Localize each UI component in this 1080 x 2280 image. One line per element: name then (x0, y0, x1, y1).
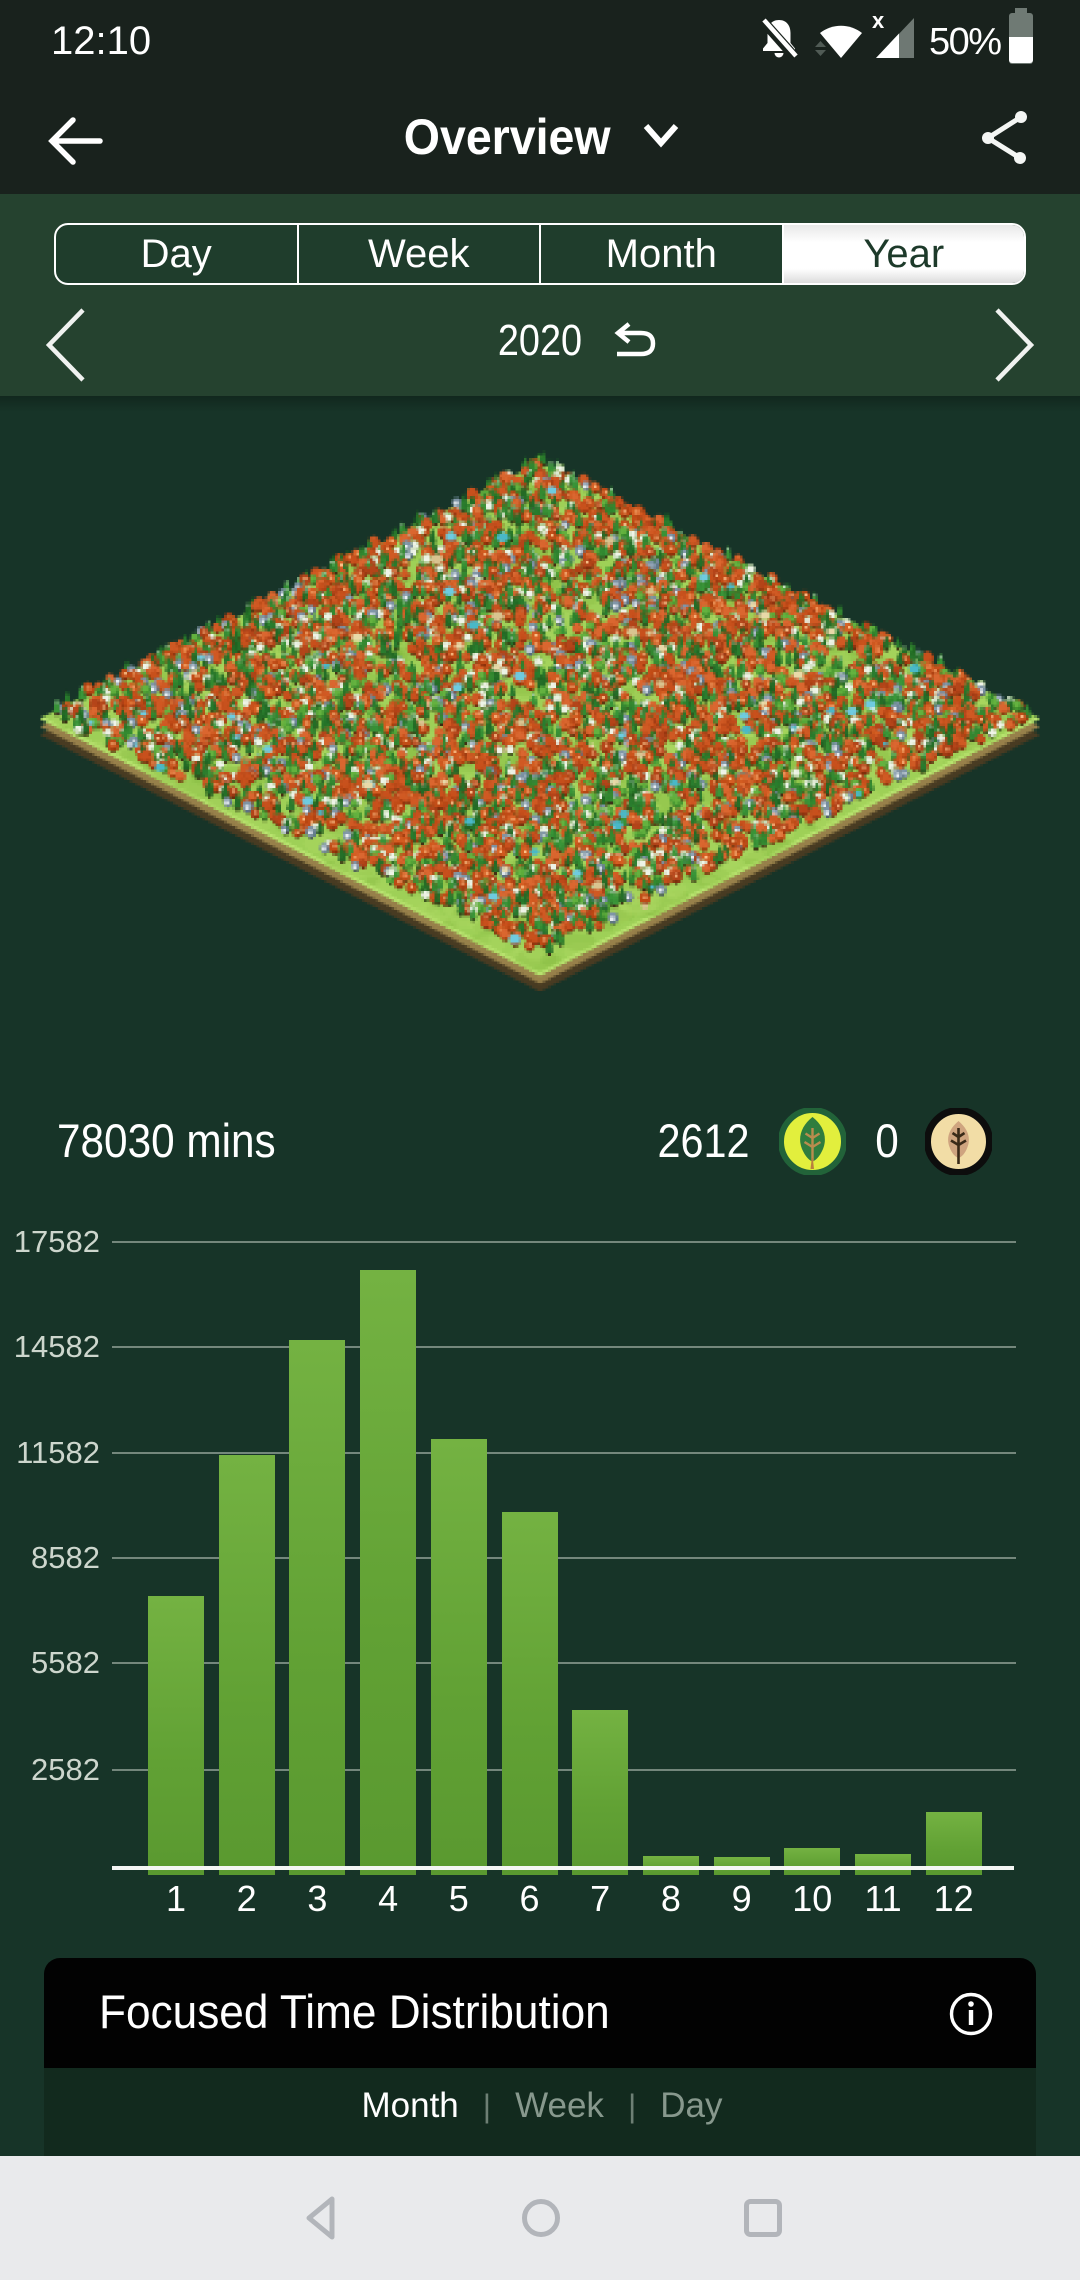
svg-text:x: x (872, 12, 885, 33)
